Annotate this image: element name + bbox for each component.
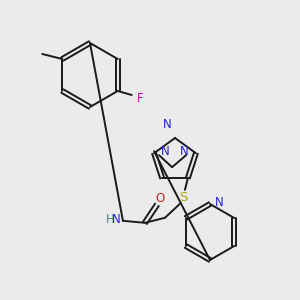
Text: S: S xyxy=(179,191,187,204)
Text: N: N xyxy=(161,145,170,158)
Text: O: O xyxy=(155,192,165,205)
Text: H: H xyxy=(106,213,115,226)
Text: N: N xyxy=(163,118,172,131)
Text: N: N xyxy=(215,196,224,208)
Text: N: N xyxy=(112,213,121,226)
Text: N: N xyxy=(180,145,189,158)
Text: F: F xyxy=(137,92,143,104)
